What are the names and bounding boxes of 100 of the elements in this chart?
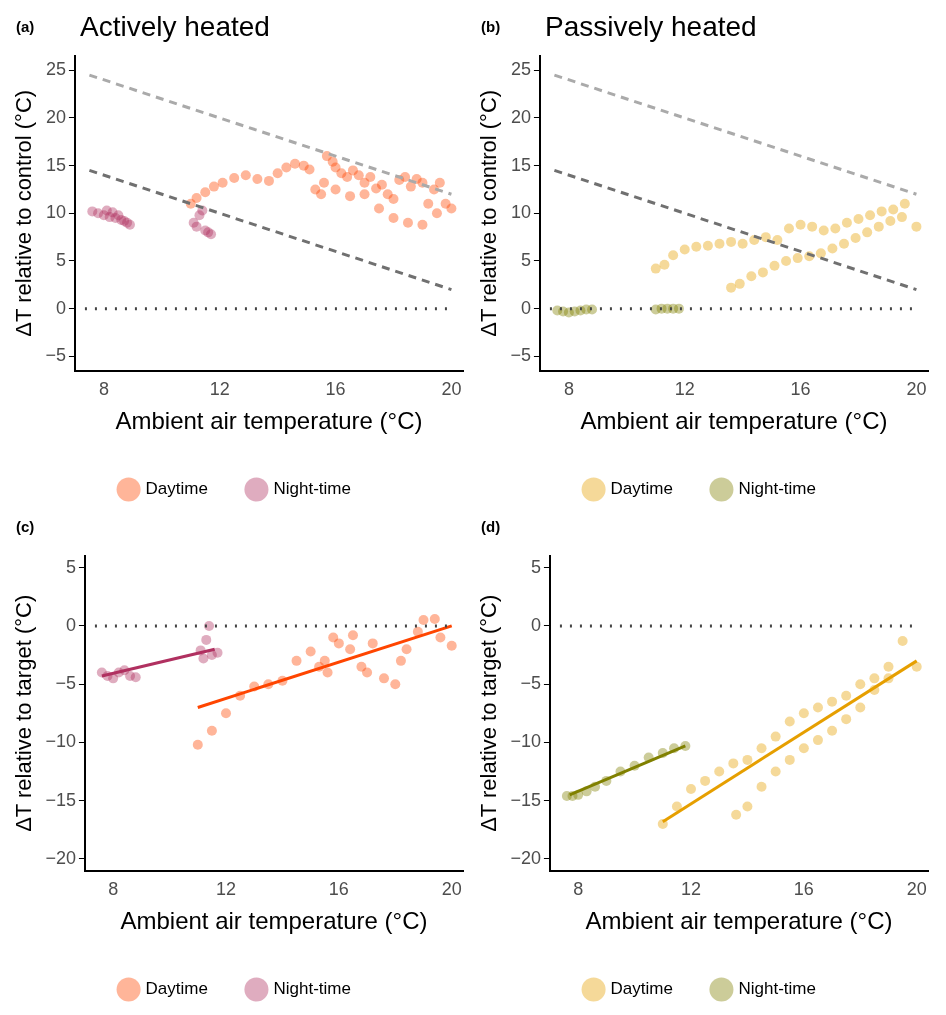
chart-title: Passively heated bbox=[545, 10, 757, 42]
point bbox=[700, 775, 711, 786]
point bbox=[263, 175, 274, 186]
point bbox=[365, 172, 376, 183]
point bbox=[330, 184, 341, 195]
x-tick-label: 8 bbox=[573, 879, 584, 900]
y-tick-label: 15 bbox=[510, 154, 531, 175]
point bbox=[401, 644, 412, 655]
point bbox=[798, 708, 809, 719]
point bbox=[192, 739, 203, 750]
x-tick-label: 20 bbox=[906, 879, 927, 900]
x-axis-title: Ambient air temperature (°C) bbox=[115, 407, 423, 435]
y-tick-label: 10 bbox=[45, 202, 66, 223]
point bbox=[795, 219, 806, 230]
point bbox=[746, 271, 757, 282]
legend-label: Daytime bbox=[145, 479, 208, 499]
y-tick-label: 20 bbox=[510, 106, 531, 127]
point bbox=[417, 219, 428, 230]
point bbox=[853, 214, 864, 225]
point bbox=[896, 212, 907, 223]
y-tick-label: 0 bbox=[530, 614, 541, 635]
point bbox=[390, 679, 401, 690]
point bbox=[897, 636, 908, 647]
point bbox=[431, 208, 442, 219]
y-tick-label: −20 bbox=[510, 847, 541, 868]
point bbox=[130, 672, 141, 683]
point bbox=[402, 217, 413, 228]
point bbox=[731, 809, 742, 820]
y-axis-title: ΔT relative to target (°C) bbox=[476, 594, 502, 832]
point bbox=[204, 620, 215, 631]
point bbox=[807, 221, 818, 232]
point bbox=[345, 191, 356, 202]
point bbox=[379, 673, 389, 684]
point bbox=[668, 250, 679, 261]
point bbox=[783, 223, 794, 234]
y-axis-title: ΔT relative to control (°C) bbox=[476, 89, 502, 337]
point bbox=[359, 189, 370, 200]
y-tick-label: −5 bbox=[55, 673, 76, 694]
point bbox=[217, 177, 228, 188]
point bbox=[818, 225, 829, 236]
x-tick-label: 16 bbox=[328, 879, 349, 900]
point bbox=[686, 784, 696, 795]
point bbox=[815, 248, 826, 259]
point bbox=[742, 754, 753, 765]
point bbox=[418, 615, 429, 626]
point bbox=[281, 162, 292, 173]
point bbox=[869, 673, 880, 684]
y-tick-label: −5 bbox=[520, 673, 541, 694]
point bbox=[770, 731, 781, 742]
point bbox=[841, 217, 852, 228]
point bbox=[291, 655, 302, 666]
y-tick-label: 5 bbox=[530, 556, 541, 577]
point bbox=[206, 725, 217, 736]
point bbox=[671, 801, 682, 812]
point bbox=[714, 238, 725, 249]
point bbox=[855, 679, 866, 690]
point bbox=[304, 164, 315, 175]
point bbox=[830, 223, 841, 234]
point bbox=[784, 754, 795, 765]
x-axis-title: Ambient air temperature (°C) bbox=[580, 407, 888, 435]
point bbox=[429, 613, 440, 624]
x-tick-label: 16 bbox=[790, 379, 811, 400]
point bbox=[290, 158, 301, 169]
y-tick-label: 25 bbox=[45, 59, 66, 80]
point bbox=[229, 173, 240, 184]
point bbox=[899, 198, 910, 209]
x-tick-label: 12 bbox=[674, 379, 695, 400]
x-tick-label: 12 bbox=[680, 879, 702, 900]
point bbox=[888, 204, 899, 215]
y-tick-label: 10 bbox=[510, 202, 531, 223]
point bbox=[827, 243, 838, 254]
point bbox=[376, 179, 387, 190]
text: (c) bbox=[16, 517, 35, 535]
y-tick-label: −15 bbox=[45, 789, 76, 810]
point bbox=[673, 303, 684, 314]
point bbox=[345, 644, 356, 655]
point bbox=[812, 735, 823, 746]
point bbox=[587, 304, 598, 315]
point bbox=[792, 253, 803, 264]
y-tick-label: 5 bbox=[520, 249, 531, 270]
point bbox=[446, 640, 457, 651]
x-tick-label: 8 bbox=[563, 379, 574, 400]
text: (a) bbox=[16, 17, 35, 35]
x-tick-label: 8 bbox=[98, 379, 109, 400]
y-tick-label: −20 bbox=[45, 847, 76, 868]
y-tick-label: −5 bbox=[510, 345, 531, 366]
point bbox=[737, 238, 748, 249]
point bbox=[305, 646, 316, 657]
point bbox=[374, 203, 385, 214]
point bbox=[726, 282, 737, 293]
point bbox=[742, 801, 753, 812]
point bbox=[885, 215, 896, 226]
point bbox=[388, 194, 399, 204]
point bbox=[359, 177, 370, 188]
x-tick-label: 16 bbox=[325, 379, 346, 400]
point bbox=[865, 210, 876, 221]
point bbox=[212, 647, 223, 658]
y-tick-label: −15 bbox=[510, 789, 541, 810]
y-tick-label: 5 bbox=[65, 556, 76, 577]
point bbox=[769, 260, 780, 271]
